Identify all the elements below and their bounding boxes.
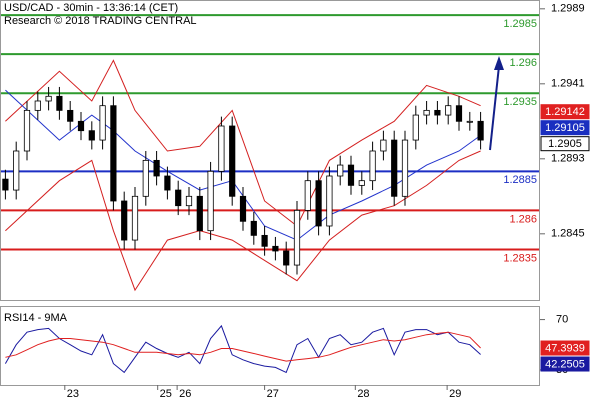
price-tag-box bbox=[540, 136, 590, 152]
price-tag-label: 1.2905 bbox=[548, 138, 582, 150]
candle-body bbox=[77, 120, 85, 132]
rsi-line bbox=[5, 331, 481, 362]
x-tick-label: 27 bbox=[267, 388, 279, 400]
y-tick-label: 1.2989 bbox=[551, 3, 585, 15]
candle-body bbox=[369, 150, 376, 182]
candle-body bbox=[207, 170, 214, 232]
candle-body bbox=[164, 175, 171, 191]
candle-body bbox=[326, 175, 333, 227]
candle-body bbox=[315, 180, 322, 227]
level-label: 1.296 bbox=[509, 57, 537, 69]
price-tag-label: 1.29105 bbox=[545, 122, 585, 134]
chart-title: USD/CAD - 30min - 13:36:14 (CET) bbox=[4, 2, 178, 14]
candle-body bbox=[380, 139, 387, 152]
candle-body bbox=[391, 139, 398, 197]
candle-body bbox=[45, 95, 52, 102]
candle-body bbox=[34, 100, 41, 111]
price-tag-box bbox=[540, 104, 590, 120]
candle-body bbox=[23, 109, 31, 152]
candle-body bbox=[88, 130, 95, 141]
price-tag-box bbox=[540, 120, 590, 136]
price-tag-label: 1.29142 bbox=[545, 106, 585, 118]
candle-body bbox=[293, 209, 301, 266]
level-label: 1.2985 bbox=[503, 18, 537, 30]
candle-body bbox=[401, 139, 409, 197]
candle-body bbox=[304, 180, 311, 211]
candle-body bbox=[110, 105, 117, 202]
candle-body bbox=[272, 245, 279, 252]
candle-body bbox=[445, 105, 452, 116]
forecast-arrow bbox=[489, 65, 500, 151]
candle-body bbox=[337, 164, 344, 177]
candle-body bbox=[131, 195, 139, 241]
forecast-arrow-head bbox=[494, 56, 504, 70]
level-label: 1.2835 bbox=[503, 252, 537, 264]
y-tick-label: 70 bbox=[556, 313, 568, 325]
x-tick-label: 23 bbox=[67, 388, 79, 400]
candle-body bbox=[250, 220, 257, 236]
x-tick-label: 25 bbox=[160, 388, 172, 400]
candle-body bbox=[67, 109, 74, 122]
candle-body bbox=[347, 164, 355, 186]
candle-body bbox=[142, 159, 149, 197]
rsi-title: RSI14 - 9MA bbox=[4, 312, 68, 324]
x-tick-label: 26 bbox=[179, 388, 191, 400]
candle-body bbox=[99, 105, 106, 141]
candle-body bbox=[229, 125, 236, 197]
candle-body bbox=[153, 159, 160, 177]
candle-body bbox=[423, 109, 430, 116]
y-tick-label: 1.2941 bbox=[551, 78, 585, 90]
candle-body bbox=[455, 105, 463, 122]
candle-body bbox=[175, 189, 182, 207]
candle-body bbox=[466, 120, 473, 123]
rsi-line bbox=[4, 324, 481, 374]
x-tick-label: 28 bbox=[357, 388, 369, 400]
level-label: 1.2885 bbox=[503, 174, 537, 186]
candle-body bbox=[196, 195, 203, 232]
candle-body bbox=[358, 180, 365, 186]
candle-body bbox=[434, 109, 441, 116]
candle-body bbox=[218, 125, 225, 172]
candle-body bbox=[239, 195, 247, 222]
price-tag-label: 47.3939 bbox=[545, 342, 585, 354]
candle-body bbox=[13, 150, 20, 191]
candle-body bbox=[56, 95, 63, 111]
price-tag-box bbox=[540, 340, 590, 356]
candle-body bbox=[2, 178, 9, 191]
y-tick-label: 1.2893 bbox=[551, 153, 585, 165]
chart-subtitle: Research © 2018 TRADING CENTRAL bbox=[4, 15, 197, 27]
candle-body bbox=[261, 234, 268, 247]
price-tag-box bbox=[540, 356, 590, 372]
candle-body bbox=[121, 200, 128, 241]
price-tag-label: 42.2505 bbox=[545, 358, 585, 370]
overlay-line bbox=[5, 59, 481, 227]
price-panel bbox=[0, 0, 540, 301]
candle-body bbox=[477, 120, 484, 141]
rsi-panel bbox=[0, 306, 540, 386]
candle-body bbox=[412, 114, 419, 141]
candle-body bbox=[283, 250, 290, 266]
x-tick-label: 29 bbox=[449, 388, 461, 400]
overlay-line bbox=[5, 150, 481, 292]
level-label: 1.286 bbox=[509, 213, 537, 225]
y-tick-label: 1.2845 bbox=[551, 228, 585, 240]
candle-body bbox=[185, 195, 193, 207]
level-label: 1.2935 bbox=[503, 96, 537, 108]
